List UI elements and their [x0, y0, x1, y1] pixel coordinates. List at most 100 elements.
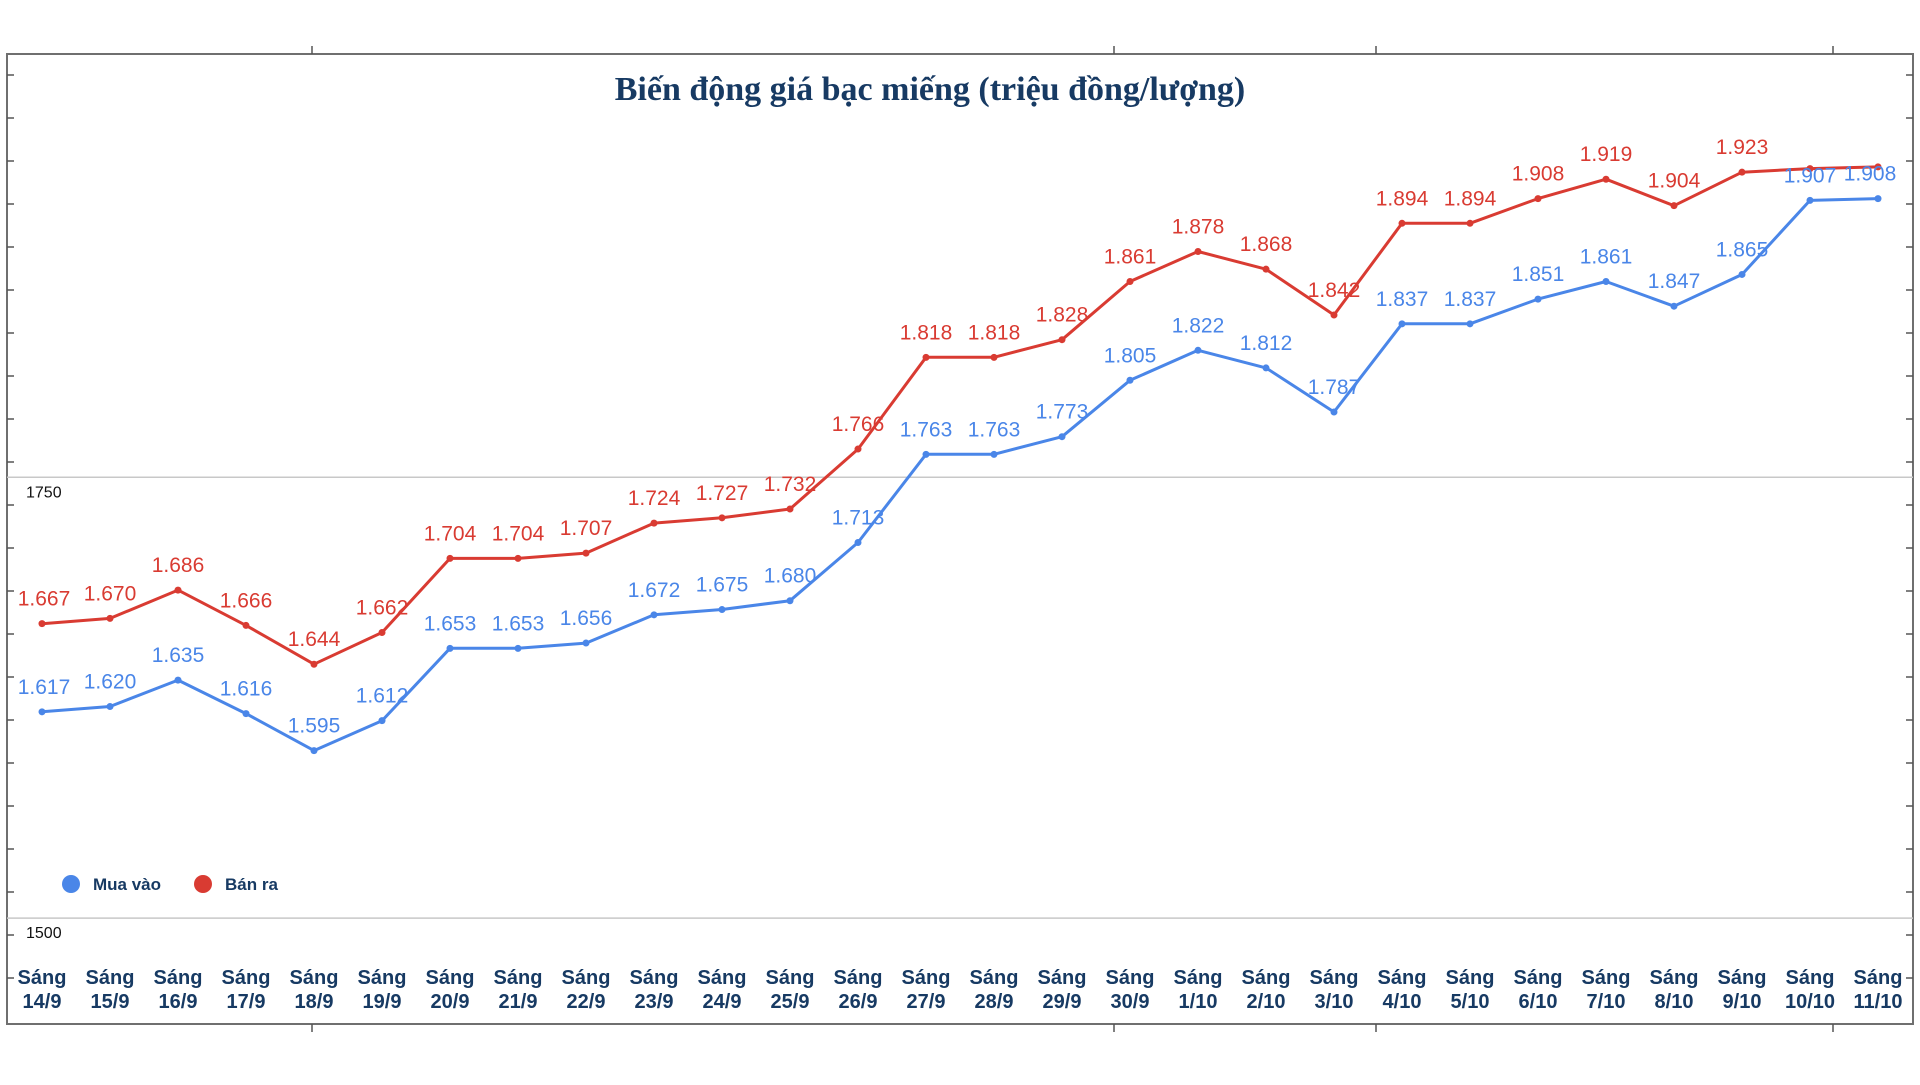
x-label: Sáng 19/9 — [358, 967, 407, 1013]
plot-border — [6, 53, 1914, 1025]
legend-label-mua-vao: Mua vào — [93, 875, 161, 894]
point-mua-vao — [786, 597, 794, 605]
point-ban-ra — [38, 620, 46, 628]
point-ban-ra — [1330, 311, 1338, 319]
point-ban-ra — [1806, 165, 1814, 173]
data-label-mua-vao: 1.837 — [1444, 288, 1497, 311]
data-label-ban-ra: 1.878 — [1172, 216, 1225, 239]
x-label: Sáng 29/9 — [1038, 967, 1087, 1013]
point-mua-vao — [242, 710, 250, 718]
point-ban-ra — [1466, 219, 1474, 227]
data-label-mua-vao: 1.675 — [696, 574, 749, 597]
point-ban-ra — [1602, 175, 1610, 183]
data-label-ban-ra: 1.662 — [356, 596, 409, 619]
point-ban-ra — [854, 445, 862, 453]
x-label: Sáng 16/9 — [154, 967, 203, 1013]
x-label: Sáng 10/10 — [1785, 967, 1835, 1013]
data-label-mua-vao: 1.656 — [560, 607, 613, 630]
data-label-ban-ra: 1.644 — [288, 628, 341, 651]
legend-marker-mua-vao — [62, 875, 80, 893]
point-ban-ra — [1058, 336, 1066, 344]
point-ban-ra — [582, 549, 590, 557]
point-ban-ra — [1738, 168, 1746, 176]
x-label: Sáng 7/10 — [1582, 967, 1631, 1013]
x-label: Sáng 1/10 — [1174, 967, 1223, 1013]
point-mua-vao — [106, 703, 114, 711]
data-label-ban-ra: 1.670 — [84, 582, 137, 605]
point-mua-vao — [990, 450, 998, 458]
point-ban-ra — [990, 353, 998, 361]
data-label-ban-ra: 1.904 — [1648, 170, 1701, 193]
x-label: Sáng 23/9 — [630, 967, 679, 1013]
point-mua-vao — [718, 606, 726, 614]
x-label: Sáng 18/9 — [290, 967, 339, 1013]
x-label: Sáng 20/9 — [426, 967, 475, 1013]
x-label: Sáng 8/10 — [1650, 967, 1699, 1013]
point-mua-vao — [1126, 376, 1134, 384]
point-ban-ra — [242, 621, 250, 629]
series-points — [38, 163, 1882, 755]
point-mua-vao — [582, 639, 590, 647]
point-mua-vao — [1874, 195, 1882, 203]
point-ban-ra — [514, 554, 522, 562]
data-label-mua-vao: 1.612 — [356, 685, 409, 708]
x-label: Sáng 27/9 — [902, 967, 951, 1013]
data-label-mua-vao: 1.616 — [220, 678, 273, 701]
data-label-ban-ra: 1.923 — [1716, 136, 1769, 159]
data-label-ban-ra: 1.894 — [1376, 187, 1429, 210]
series-line-ban-ra — [41, 165, 1879, 666]
data-label-mua-vao: 1.617 — [18, 676, 71, 699]
x-label: Sáng 28/9 — [970, 967, 1019, 1013]
data-label-mua-vao: 1.865 — [1716, 238, 1769, 261]
legend: Mua vào Bán ra — [62, 875, 278, 894]
data-label-ban-ra: 1.686 — [152, 554, 205, 577]
point-ban-ra — [1534, 195, 1542, 203]
legend-marker-ban-ra — [194, 875, 212, 893]
point-mua-vao — [650, 611, 658, 619]
legend-label-ban-ra: Bán ra — [225, 875, 278, 894]
data-label-mua-vao: 1.672 — [628, 579, 681, 602]
point-mua-vao — [174, 676, 182, 684]
data-label-ban-ra: 1.861 — [1104, 246, 1157, 269]
point-ban-ra — [650, 519, 658, 527]
data-label-ban-ra: 1.707 — [560, 517, 613, 540]
data-label-ban-ra: 1.818 — [968, 321, 1021, 344]
point-ban-ra — [786, 505, 794, 513]
data-label-mua-vao: 1.851 — [1512, 263, 1565, 286]
data-label-mua-vao: 1.773 — [1036, 401, 1089, 424]
point-mua-vao — [1670, 302, 1678, 310]
data-label-ban-ra: 1.868 — [1240, 233, 1293, 256]
data-label-ban-ra: 1.727 — [696, 482, 749, 505]
y-tick-1750: 1750 — [26, 484, 62, 501]
data-label-mua-vao: 1.847 — [1648, 270, 1701, 293]
data-label-mua-vao: 1.763 — [900, 418, 953, 441]
data-label-ban-ra: 1.667 — [18, 588, 71, 611]
point-ban-ra — [174, 586, 182, 594]
point-ban-ra — [1262, 265, 1270, 273]
point-mua-vao — [38, 708, 46, 716]
x-label: Sáng 11/10 — [1854, 967, 1903, 1013]
point-mua-vao — [446, 644, 454, 652]
data-label-ban-ra: 1.894 — [1444, 187, 1497, 210]
point-mua-vao — [922, 450, 930, 458]
x-label: Sáng 22/9 — [562, 967, 611, 1013]
y-tick-1500: 1500 — [26, 925, 62, 942]
x-label: Sáng 26/9 — [834, 967, 883, 1013]
x-label: Sáng 17/9 — [222, 967, 271, 1013]
data-label-mua-vao: 1.595 — [288, 715, 341, 738]
point-ban-ra — [310, 660, 318, 668]
point-mua-vao — [310, 747, 318, 755]
data-label-mua-vao: 1.653 — [492, 612, 545, 635]
x-label: Sáng 14/9 — [18, 967, 67, 1013]
data-label-mua-vao: 1.908 — [1844, 163, 1897, 186]
point-mua-vao — [1806, 196, 1814, 204]
x-label: Sáng 9/10 — [1718, 967, 1767, 1013]
data-label-ban-ra: 1.766 — [832, 413, 885, 436]
point-ban-ra — [1670, 202, 1678, 210]
point-ban-ra — [1398, 219, 1406, 227]
x-label: Sáng 2/10 — [1242, 967, 1291, 1013]
series-lines — [41, 165, 1879, 753]
point-mua-vao — [854, 539, 862, 547]
